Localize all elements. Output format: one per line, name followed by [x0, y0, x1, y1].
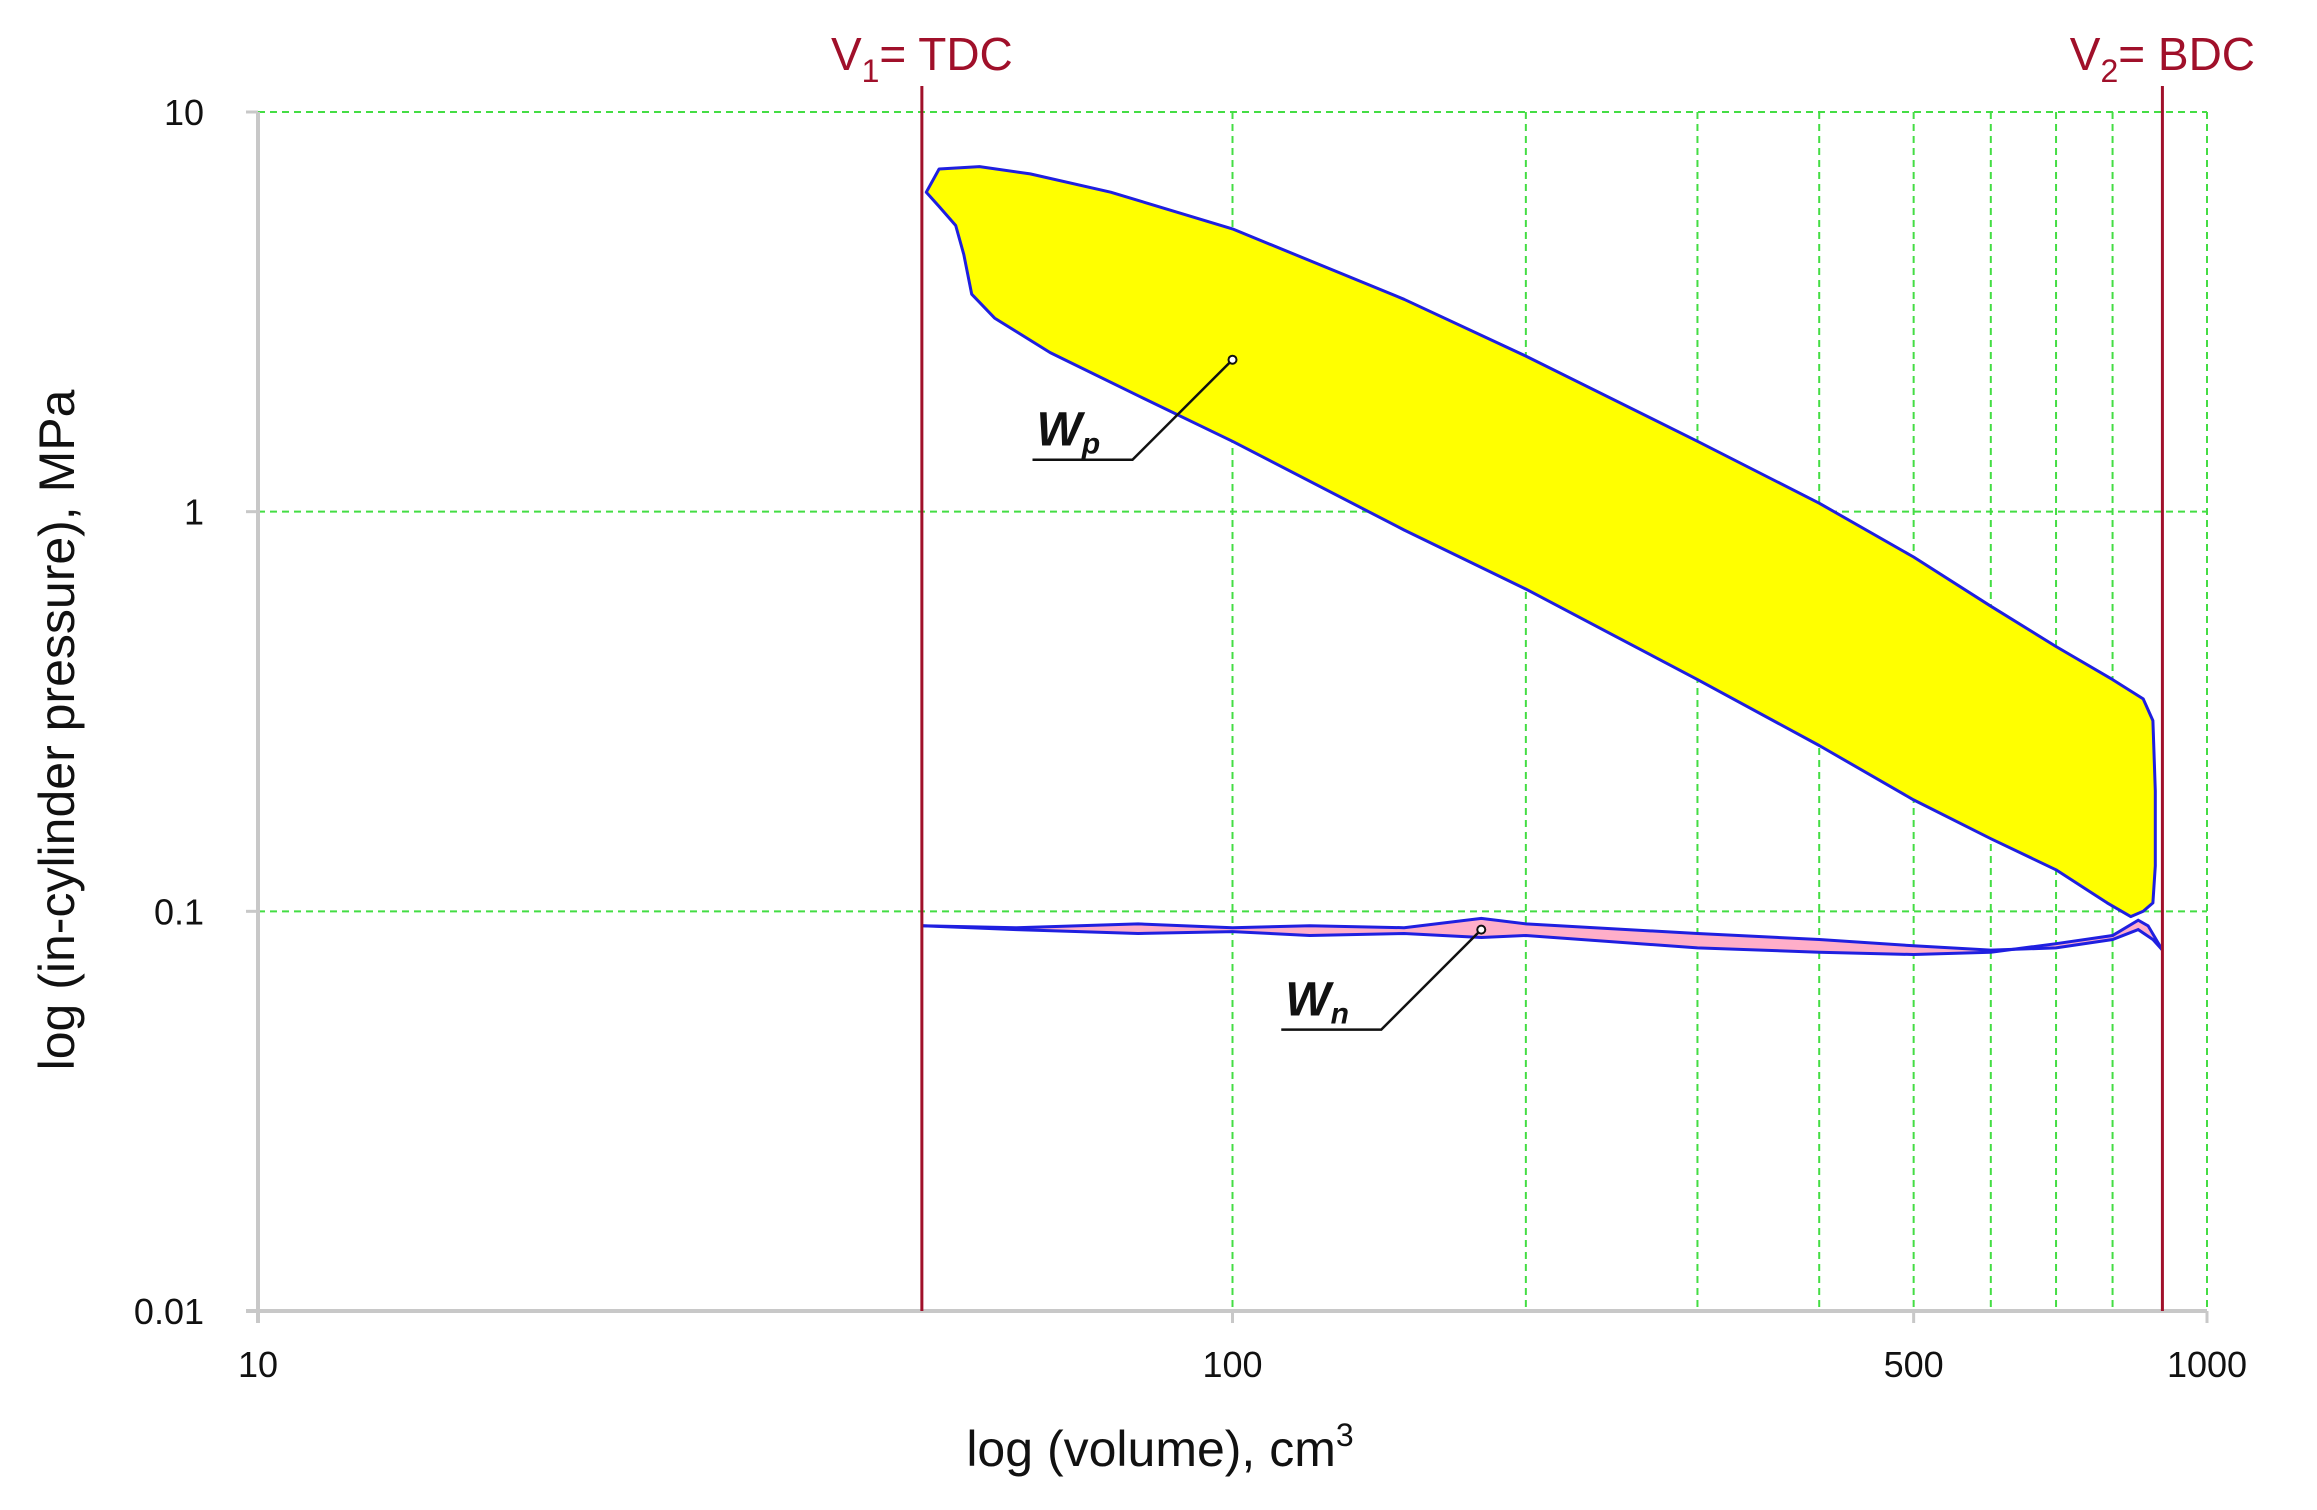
gas-exchange-upper-line	[921, 916, 2164, 952]
annotation-leader	[1281, 928, 1483, 1031]
annotations: Wp Wn	[1032, 354, 1487, 1031]
y-tick-label: 0.01	[134, 1291, 204, 1332]
x-axis-label-superscript: 3	[1336, 1417, 1354, 1453]
x-tick-label: 10	[238, 1344, 278, 1385]
gas-exchange-lower-line	[921, 918, 2164, 957]
grid-layer	[258, 111, 2208, 1311]
y-tick-label: 1	[184, 492, 204, 533]
y-axis-label: log (in-cylinder pressure), MPa	[29, 389, 85, 1070]
y-tick-label: 0.1	[154, 891, 204, 932]
x-tick-label: 1000	[2167, 1344, 2247, 1385]
x-axis-label: log (volume), cm3	[966, 1417, 1353, 1477]
y-tick-label: 10	[164, 92, 204, 133]
axes: 0.01 0.1 1 10 10 100 500 1000	[134, 92, 2247, 1385]
annotation-dot	[1476, 924, 1487, 935]
x-axis-label-text: log (volume), cm	[966, 1421, 1336, 1477]
positive-work-loop	[924, 165, 2157, 919]
annotation-label: Wn	[1285, 974, 1349, 1031]
x-tick-label: 500	[1884, 1344, 1944, 1385]
annotation-leader	[1032, 358, 1234, 461]
marker-label: V2= BDC	[2070, 28, 2255, 89]
annotation-label: Wp	[1037, 404, 1101, 461]
series-layer	[921, 165, 2164, 957]
x-tick-label: 100	[1202, 1344, 1262, 1385]
marker-label: V1= TDC	[831, 28, 1013, 89]
annotation-dot	[1227, 354, 1238, 365]
vertical-markers: V1= TDC V2= BDC	[831, 28, 2255, 1311]
